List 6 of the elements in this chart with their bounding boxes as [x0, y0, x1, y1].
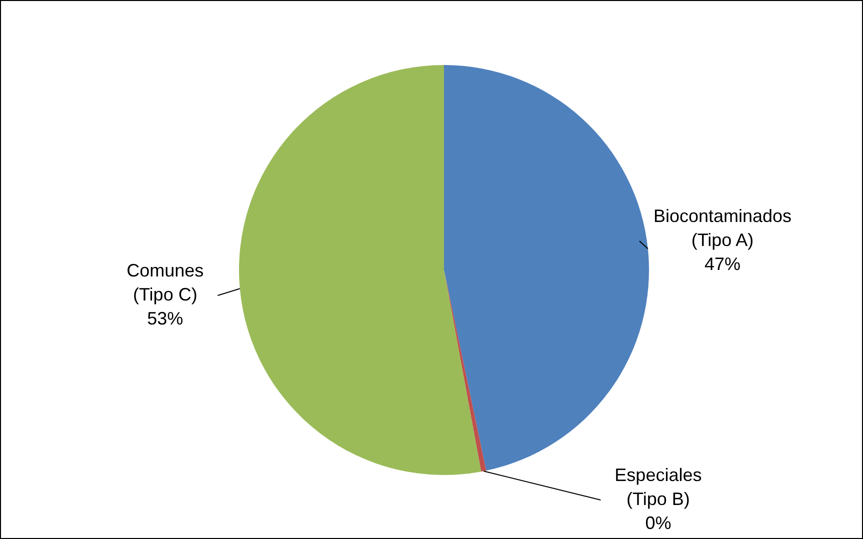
slice-label: Especiales (Tipo B): [614, 464, 702, 509]
data-label: 53%: [147, 308, 184, 328]
data-label: 47%: [704, 254, 741, 274]
slice-label: Biocontaminados (Tipo A): [653, 206, 792, 250]
data-label: 0%: [645, 512, 672, 533]
slice-label: Comunes (Tipo C): [126, 260, 204, 304]
